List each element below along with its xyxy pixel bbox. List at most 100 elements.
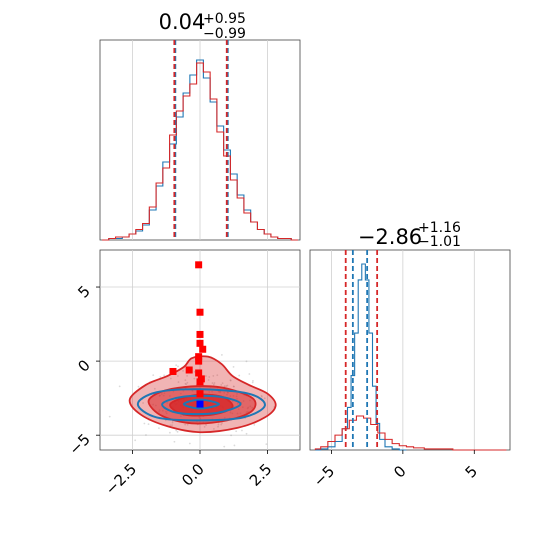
sample-point — [253, 423, 256, 426]
sample-point — [251, 381, 254, 384]
title-center-value: −2.86 — [358, 225, 422, 249]
sample-point — [241, 429, 243, 432]
sample-point — [186, 381, 189, 384]
gridlines — [331, 250, 475, 450]
panel-title-param2: −2.86 — [358, 225, 422, 249]
sample-point — [142, 402, 144, 404]
marginal-histogram-param1: 0.04 +0.95 −0.99 — [99, 10, 301, 241]
sample-point — [263, 397, 266, 400]
sample-point — [163, 374, 166, 377]
sample-point — [175, 364, 178, 367]
sample-point — [221, 382, 224, 385]
sample-point — [169, 424, 172, 427]
sample-point — [232, 365, 235, 368]
sample-point — [134, 439, 137, 442]
panel-frame — [309, 249, 511, 451]
marker-square — [196, 308, 204, 316]
title-upper-error: +1.16 — [418, 220, 461, 236]
histogram-step-1 — [314, 415, 507, 451]
marker-square — [195, 261, 203, 269]
histogram-step-1 — [102, 62, 298, 241]
sample-point — [233, 385, 235, 388]
marker-square — [195, 369, 203, 377]
sample-point — [226, 384, 229, 387]
sample-point — [186, 374, 189, 377]
point-markers — [169, 261, 207, 408]
marker-square — [195, 353, 203, 361]
sample-point — [143, 422, 146, 425]
sample-point — [177, 381, 180, 383]
sample-point — [175, 429, 178, 432]
sample-point — [223, 445, 226, 448]
sample-point — [145, 434, 147, 436]
sample-point — [212, 375, 215, 377]
sample-point — [208, 376, 211, 378]
sample-point — [229, 379, 232, 382]
sample-point — [193, 377, 196, 380]
marker-square — [195, 357, 203, 365]
sample-point — [152, 374, 155, 377]
sample-point — [184, 423, 187, 426]
quantile-lines — [344, 250, 379, 450]
histogram-series — [102, 59, 298, 241]
sample-point — [158, 427, 160, 430]
sample-point — [182, 369, 184, 372]
sample-point — [184, 379, 187, 382]
sample-point — [220, 354, 223, 356]
sample-point — [212, 383, 215, 386]
sample-point — [176, 430, 179, 433]
sample-point — [171, 424, 173, 427]
contour-outer-3 — [136, 388, 266, 422]
sample-point — [159, 376, 162, 378]
title-upper-error: +0.95 — [203, 11, 246, 27]
sample-point — [188, 442, 191, 445]
sample-point — [229, 379, 232, 381]
sample-point — [203, 425, 206, 428]
sample-point — [118, 385, 121, 388]
contour-middle-4 — [161, 394, 242, 416]
contour-inner-5 — [182, 398, 220, 410]
sample-point — [207, 379, 210, 381]
sample-point — [220, 423, 223, 426]
marker-square — [196, 339, 204, 347]
sample-point — [217, 423, 220, 426]
sample-point — [153, 387, 156, 390]
sample-point — [168, 431, 171, 434]
sample-point — [186, 423, 189, 426]
sample-point — [216, 374, 219, 377]
marker-square — [196, 330, 204, 338]
sample-point — [248, 373, 251, 375]
sample-point — [173, 440, 176, 443]
sample-point — [260, 394, 263, 397]
sample-point — [221, 422, 223, 424]
sample-point — [169, 377, 172, 380]
sample-point — [213, 382, 216, 384]
sample-point — [245, 360, 248, 363]
sample-point — [205, 424, 208, 426]
sample-point — [260, 395, 263, 398]
sample-point — [230, 434, 233, 437]
quantile-lines — [173, 40, 229, 240]
sample-point — [108, 415, 111, 418]
sample-point — [147, 423, 150, 426]
gridlines — [132, 40, 268, 240]
sample-point — [220, 383, 223, 386]
sample-point — [211, 382, 214, 384]
sample-point — [238, 374, 241, 377]
marker-square — [196, 400, 204, 408]
sample-point — [232, 385, 235, 388]
sample-point — [193, 370, 196, 373]
histogram-series — [314, 263, 507, 451]
title-lower-error: −0.99 — [203, 26, 246, 42]
title-lower-error: −1.01 — [418, 234, 461, 250]
sample-point — [137, 385, 140, 388]
sample-point — [235, 430, 238, 433]
sample-point — [223, 385, 226, 388]
marker-square — [196, 390, 204, 398]
sample-point — [233, 444, 236, 447]
sample-point — [213, 428, 215, 430]
marker-square — [196, 378, 204, 386]
marker-square — [169, 367, 177, 375]
sample-point — [184, 382, 187, 385]
